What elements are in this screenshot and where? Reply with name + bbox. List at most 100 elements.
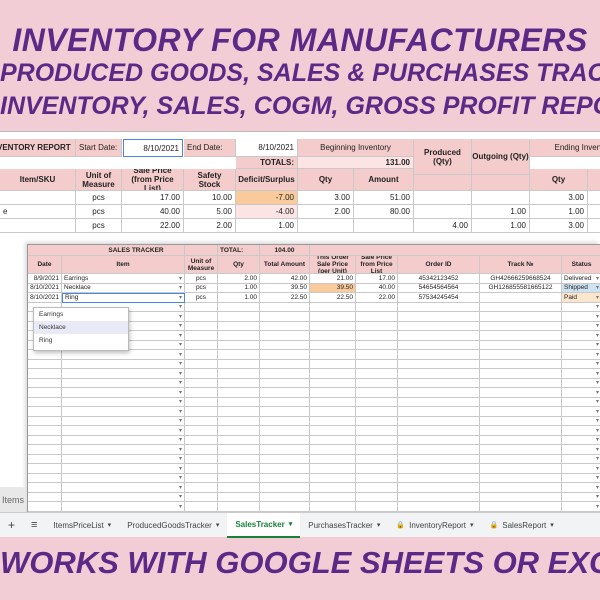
- sales-cell-item[interactable]: ▾: [62, 397, 185, 407]
- sales-cell-status[interactable]: Paid ▾: [562, 293, 600, 303]
- chevron-down-icon[interactable]: ▾: [178, 332, 182, 339]
- chevron-down-icon[interactable]: ▾: [215, 522, 220, 529]
- chevron-down-icon[interactable]: ▾: [595, 275, 599, 282]
- chevron-down-icon[interactable]: ▾: [107, 522, 112, 529]
- sales-cell-status[interactable]: ▾: [562, 455, 600, 464]
- chevron-down-icon[interactable]: ▾: [470, 522, 474, 529]
- chevron-down-icon[interactable]: ▾: [595, 494, 599, 501]
- sales-cell-status[interactable]: ▾: [562, 331, 600, 341]
- chevron-down-icon[interactable]: ▾: [178, 370, 182, 377]
- chevron-down-icon[interactable]: ▾: [550, 522, 554, 529]
- chevron-down-icon[interactable]: ▾: [595, 304, 599, 311]
- chevron-down-icon[interactable]: ▾: [178, 304, 182, 311]
- chevron-down-icon[interactable]: ▾: [178, 408, 182, 415]
- sales-cell-status[interactable]: ▾: [562, 417, 600, 426]
- chevron-down-icon[interactable]: ▾: [595, 503, 599, 510]
- dropdown-option[interactable]: Necklace: [34, 321, 128, 334]
- chevron-down-icon[interactable]: ▾: [595, 323, 599, 330]
- chevron-down-icon[interactable]: ▾: [595, 294, 599, 301]
- item-dropdown[interactable]: Earrings Necklace Ring: [33, 307, 129, 351]
- chevron-down-icon[interactable]: ▾: [376, 522, 381, 529]
- chevron-down-icon[interactable]: ▾: [178, 427, 182, 434]
- chevron-down-icon[interactable]: ▾: [178, 418, 182, 425]
- sales-cell-item[interactable]: ▾: [62, 407, 185, 417]
- sales-cell-status[interactable]: ▾: [562, 464, 600, 474]
- chevron-down-icon[interactable]: ▾: [595, 475, 599, 482]
- chevron-down-icon[interactable]: ▾: [178, 465, 182, 472]
- chevron-down-icon[interactable]: ▾: [595, 380, 599, 387]
- sales-cell-item[interactable]: ▾: [62, 473, 185, 483]
- sales-cell-item[interactable]: ▾: [62, 492, 185, 502]
- chevron-down-icon[interactable]: ▾: [595, 427, 599, 434]
- chevron-down-icon[interactable]: ▾: [178, 484, 182, 491]
- tab-salesreport[interactable]: 🔒 SalesReport ▾: [482, 513, 562, 538]
- sales-cell-status[interactable]: ▾: [562, 322, 600, 331]
- chevron-down-icon[interactable]: ▾: [178, 313, 182, 320]
- sales-cell-item[interactable]: ▾: [62, 502, 185, 512]
- dropdown-option[interactable]: Earrings: [39, 311, 64, 318]
- sales-cell-item[interactable]: ▾: [62, 426, 185, 436]
- sales-cell-item[interactable]: ▾: [62, 454, 185, 464]
- sales-cell-status[interactable]: ▾: [562, 407, 600, 417]
- sales-cell-item[interactable]: Necklace ▾: [62, 283, 185, 293]
- sales-cell-status[interactable]: ▾: [562, 312, 600, 322]
- sales-cell-status[interactable]: ▾: [562, 303, 600, 312]
- sales-cell-status[interactable]: ▾: [562, 369, 600, 379]
- start-date-input[interactable]: 8/10/2021: [123, 139, 183, 157]
- chevron-down-icon[interactable]: ▾: [595, 484, 599, 491]
- sales-cell-status[interactable]: ▾: [562, 436, 600, 445]
- sales-cell-status[interactable]: Delivered ▾: [562, 274, 600, 284]
- all-sheets-menu-icon[interactable]: ≡: [31, 519, 38, 531]
- chevron-down-icon[interactable]: ▾: [178, 456, 182, 463]
- sales-cell-item[interactable]: ▾: [62, 464, 185, 474]
- chevron-down-icon[interactable]: ▾: [178, 437, 182, 444]
- chevron-down-icon[interactable]: ▾: [178, 446, 182, 453]
- chevron-down-icon[interactable]: ▾: [178, 342, 182, 349]
- chevron-down-icon[interactable]: ▾: [178, 323, 182, 330]
- sales-cell-item[interactable]: ▾: [62, 369, 185, 379]
- add-sheet-button[interactable]: +: [8, 518, 16, 532]
- chevron-down-icon[interactable]: ▾: [595, 399, 599, 406]
- chevron-down-icon[interactable]: ▾: [595, 456, 599, 463]
- chevron-down-icon[interactable]: ▾: [595, 285, 599, 292]
- sales-cell-status[interactable]: ▾: [562, 388, 600, 398]
- chevron-down-icon[interactable]: ▾: [178, 275, 182, 282]
- sales-cell-item[interactable]: ▾: [62, 378, 185, 388]
- tab-itemspricelist[interactable]: ItemsPriceList ▾: [45, 513, 119, 538]
- sales-cell-status[interactable]: ▾: [562, 426, 600, 436]
- chevron-down-icon[interactable]: ▾: [595, 351, 599, 358]
- dropdown-option[interactable]: Ring: [39, 337, 53, 344]
- chevron-down-icon[interactable]: ▾: [595, 418, 599, 425]
- chevron-down-icon[interactable]: ▾: [178, 494, 182, 501]
- chevron-down-icon[interactable]: ▾: [178, 380, 182, 387]
- chevron-down-icon[interactable]: ▾: [178, 351, 182, 358]
- sales-cell-item[interactable]: ▾: [62, 483, 185, 493]
- sales-cell-status[interactable]: ▾: [562, 379, 600, 388]
- end-date-input[interactable]: 8/10/2021: [236, 139, 298, 157]
- chevron-down-icon[interactable]: ▾: [595, 370, 599, 377]
- tab-producedgoodstracker[interactable]: ProducedGoodsTracker ▾: [119, 513, 227, 538]
- sales-cell-status[interactable]: ▾: [562, 493, 600, 502]
- sales-cell-status[interactable]: ▾: [562, 398, 600, 407]
- chevron-down-icon[interactable]: ▾: [178, 389, 182, 396]
- chevron-down-icon[interactable]: ▾: [178, 399, 182, 406]
- sales-cell-status[interactable]: ▾: [562, 360, 600, 369]
- chevron-down-icon[interactable]: ▾: [595, 465, 599, 472]
- sales-cell-status[interactable]: ▾: [562, 502, 600, 512]
- sales-cell-item[interactable]: Earrings ▾: [62, 274, 185, 284]
- sales-cell-status[interactable]: Shipped ▾: [562, 283, 600, 293]
- chevron-down-icon[interactable]: ▾: [178, 503, 182, 510]
- chevron-down-icon[interactable]: ▾: [595, 342, 599, 349]
- chevron-down-icon[interactable]: ▾: [178, 295, 182, 302]
- chevron-down-icon[interactable]: ▾: [178, 361, 182, 368]
- chevron-down-icon[interactable]: ▾: [595, 313, 599, 320]
- chevron-down-icon[interactable]: ▾: [595, 332, 599, 339]
- chevron-down-icon[interactable]: ▾: [178, 285, 182, 292]
- sales-cell-status[interactable]: ▾: [562, 341, 600, 350]
- sales-cell-status[interactable]: ▾: [562, 350, 600, 360]
- chevron-down-icon[interactable]: ▾: [595, 389, 599, 396]
- sales-cell-item[interactable]: ▾: [62, 416, 185, 426]
- chevron-down-icon[interactable]: ▾: [178, 475, 182, 482]
- sales-cell-status[interactable]: ▾: [562, 445, 600, 455]
- sales-cell-status[interactable]: ▾: [562, 474, 600, 483]
